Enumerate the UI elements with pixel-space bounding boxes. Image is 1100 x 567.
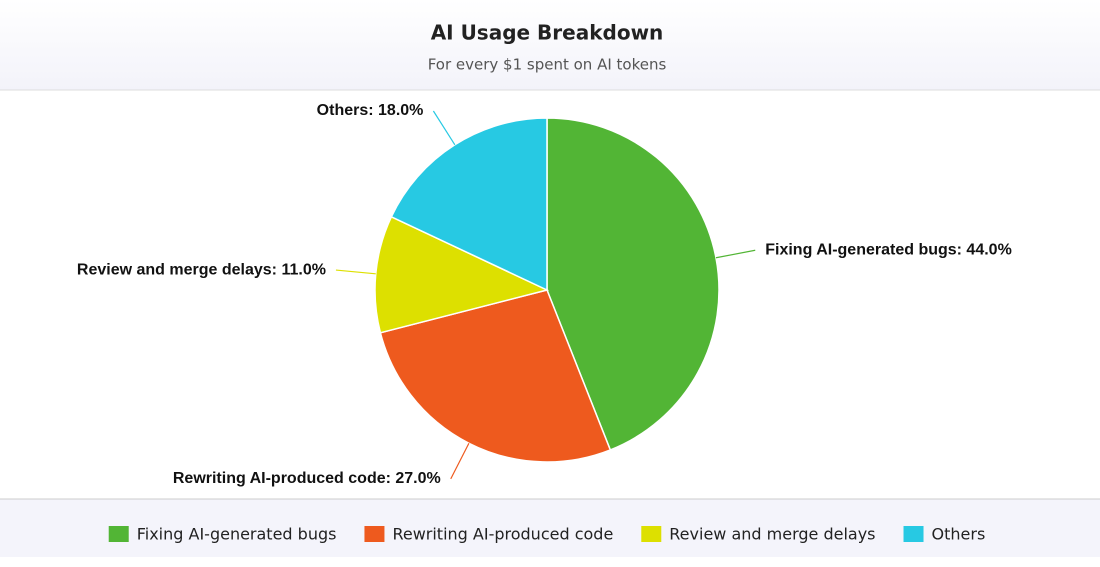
pie-slice	[374, 215, 550, 334]
pie-slice	[390, 117, 548, 292]
legend-label: Fixing AI-generated bugs	[137, 525, 337, 544]
data-label: Rewriting AI-produced code: 27.0%	[173, 470, 441, 487]
leader-line	[432, 110, 456, 146]
chart-title: AI Usage Breakdown	[431, 21, 664, 45]
legend-swatch	[108, 526, 129, 542]
legend-label: Rewriting AI-produced code	[392, 525, 613, 544]
legend-label: Review and merge delays	[669, 525, 875, 544]
data-label: Review and merge delays: 11.0%	[77, 261, 326, 278]
leader-line	[335, 269, 376, 275]
data-label: Others: 18.0%	[317, 102, 424, 119]
header-band	[0, 0, 1100, 90]
data-label: Fixing AI-generated bugs: 44.0%	[765, 241, 1012, 258]
legend-swatch	[641, 526, 662, 542]
leader-line	[450, 442, 470, 480]
legend-label: Others	[932, 525, 986, 544]
legend-swatch	[364, 526, 385, 542]
legend-swatch	[903, 526, 924, 542]
pie-slice	[379, 289, 612, 463]
leader-line	[715, 249, 756, 259]
chart-subtitle: For every $1 spent on AI tokens	[428, 56, 667, 74]
